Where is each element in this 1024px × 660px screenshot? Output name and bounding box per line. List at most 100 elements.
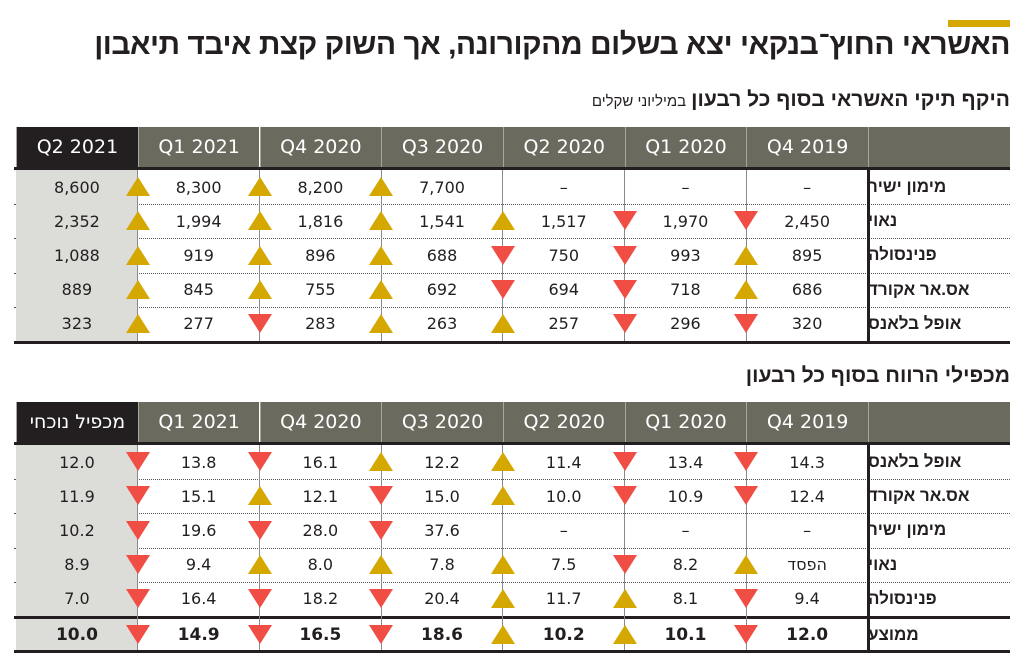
column-divider	[745, 445, 747, 650]
value-cell: 10.0	[55, 624, 98, 645]
value-cell: 12.0	[786, 624, 829, 645]
triangle-up-icon	[125, 177, 150, 197]
column-header: Q2 2020	[502, 402, 625, 442]
value-cell: 283	[305, 314, 336, 334]
value-cell: 12.0	[59, 452, 95, 472]
table-row: נאוי 2,450 1,970 1,517 1,541 1,816 1,994 2,352	[14, 204, 1010, 239]
value-cell: 10.0	[545, 486, 582, 506]
triangle-up-icon	[125, 211, 150, 231]
summary-row: ממוצע 12.0 10.1 10.2 18.6 16.5 14.9 10.0	[14, 619, 1010, 650]
triangle-down-icon	[369, 588, 394, 608]
current-column-bg	[16, 581, 138, 616]
label-divider	[867, 170, 870, 341]
value-cell: 993	[670, 245, 701, 265]
triangle-down-icon	[612, 313, 637, 333]
triangle-down-icon	[734, 486, 759, 506]
triangle-up-icon	[369, 211, 394, 231]
triangle-up-icon	[125, 313, 150, 333]
current-column-bg	[16, 272, 138, 307]
value-cell: 755	[305, 280, 336, 300]
table-2-heading: מכפילי הרווח בסוף כל רבעון	[746, 364, 1010, 388]
triangle-up-icon	[734, 245, 759, 265]
column-divider	[380, 445, 382, 650]
column-divider	[137, 445, 139, 650]
column-header: Q4 2019	[746, 402, 868, 442]
column-header: Q2 2021	[16, 127, 138, 167]
current-column-bg	[16, 238, 138, 273]
triangle-up-icon	[734, 279, 759, 299]
triangle-up-icon	[490, 624, 515, 644]
triangle-down-icon	[125, 624, 150, 644]
triangle-down-icon	[125, 486, 150, 506]
row-separator	[14, 204, 1010, 206]
value-cell: 11.7	[545, 589, 582, 609]
row-label: פנינסולה	[868, 588, 937, 608]
table-row: מימון ישיר – – – 37.6 28.0 19.6 10.2	[14, 513, 1010, 548]
value-cell: 692	[426, 280, 458, 300]
column-header: Q2 2020	[502, 127, 625, 167]
triangle-down-icon	[369, 486, 394, 506]
triangle-up-icon	[369, 313, 394, 333]
triangle-down-icon	[612, 452, 637, 472]
value-cell: 7,700	[419, 177, 465, 197]
value-cell: 8,200	[297, 177, 344, 197]
row-label: מימון ישיר	[868, 520, 947, 540]
row-label: נאוי	[868, 211, 898, 231]
row-label: אס.אר אקורד	[868, 279, 970, 299]
label-divider	[867, 445, 870, 650]
triangle-up-icon	[490, 554, 515, 574]
row-separator	[14, 306, 1010, 308]
triangle-up-icon	[490, 486, 515, 506]
triangle-up-icon	[490, 588, 515, 608]
table-row: אופל בלאנס 320 296 257 263 283 277 323	[14, 306, 1010, 341]
table-row: פנינסולה 895 993 750 688 896 919 1,088	[14, 238, 1010, 273]
value-cell: 277	[183, 314, 214, 334]
value-cell: 10.2	[59, 520, 95, 540]
triangle-up-icon	[369, 452, 394, 472]
triangle-down-icon	[490, 245, 515, 265]
value-cell: 7.5	[551, 555, 577, 575]
value-cell: 895	[791, 245, 823, 265]
table-row: אופל בלאנס 14.3 13.4 11.4 12.2 16.1 13.8 12.0	[14, 445, 1010, 480]
value-cell: 8.9	[64, 555, 90, 575]
row-separator	[14, 238, 1010, 240]
triangle-up-icon	[125, 279, 150, 299]
table-row: פנינסולה 9.4 8.1 11.7 20.4 18.2 16.4 7.0	[14, 581, 1010, 616]
current-column-bg	[16, 306, 138, 341]
triangle-up-icon	[247, 245, 272, 265]
header-divider	[14, 167, 1010, 170]
value-cell: 16.1	[302, 452, 339, 472]
value-cell: 10.2	[542, 624, 585, 645]
value-cell: 7.0	[64, 589, 90, 609]
value-cell: 15.1	[180, 486, 217, 506]
column-header: Q4 2019	[746, 127, 868, 167]
current-column-bg	[16, 204, 138, 239]
table-1-heading: היקף תיקי האשראי בסוף כל רבעוןבמיליוני ש…	[592, 88, 1010, 112]
value-cell: 37.6	[424, 520, 460, 540]
table-row: מימון ישיר – – – 7,700 8,200 8,300 8,600	[14, 170, 1010, 205]
value-cell: 9.4	[794, 589, 820, 609]
table-2-title: מכפילי הרווח בסוף כל רבעון	[745, 364, 1010, 387]
triangle-down-icon	[734, 313, 759, 333]
triangle-down-icon	[369, 520, 394, 540]
current-column-bg	[16, 619, 138, 650]
value-cell: 18.2	[302, 589, 339, 609]
triangle-up-icon	[490, 313, 515, 333]
triangle-down-icon	[247, 452, 272, 472]
value-cell: 14.9	[177, 624, 220, 645]
value-cell: –	[681, 520, 690, 540]
value-cell: 919	[183, 245, 214, 265]
table-1-title: היקף תיקי האשראי בסוף כל רבעון	[691, 88, 1010, 111]
row-label: ממוצע	[868, 624, 919, 644]
value-cell: 10.1	[664, 624, 707, 645]
triangle-up-icon	[369, 245, 394, 265]
value-cell: 7.8	[429, 555, 455, 575]
triangle-down-icon	[612, 486, 637, 506]
value-cell: 1,970	[662, 211, 709, 231]
value-cell: 1,994	[175, 211, 222, 231]
value-cell: –	[681, 177, 690, 197]
value-cell: 20.4	[424, 589, 460, 609]
triangle-down-icon	[125, 452, 150, 472]
value-cell: 1,816	[297, 211, 344, 231]
triangle-down-icon	[612, 211, 637, 231]
